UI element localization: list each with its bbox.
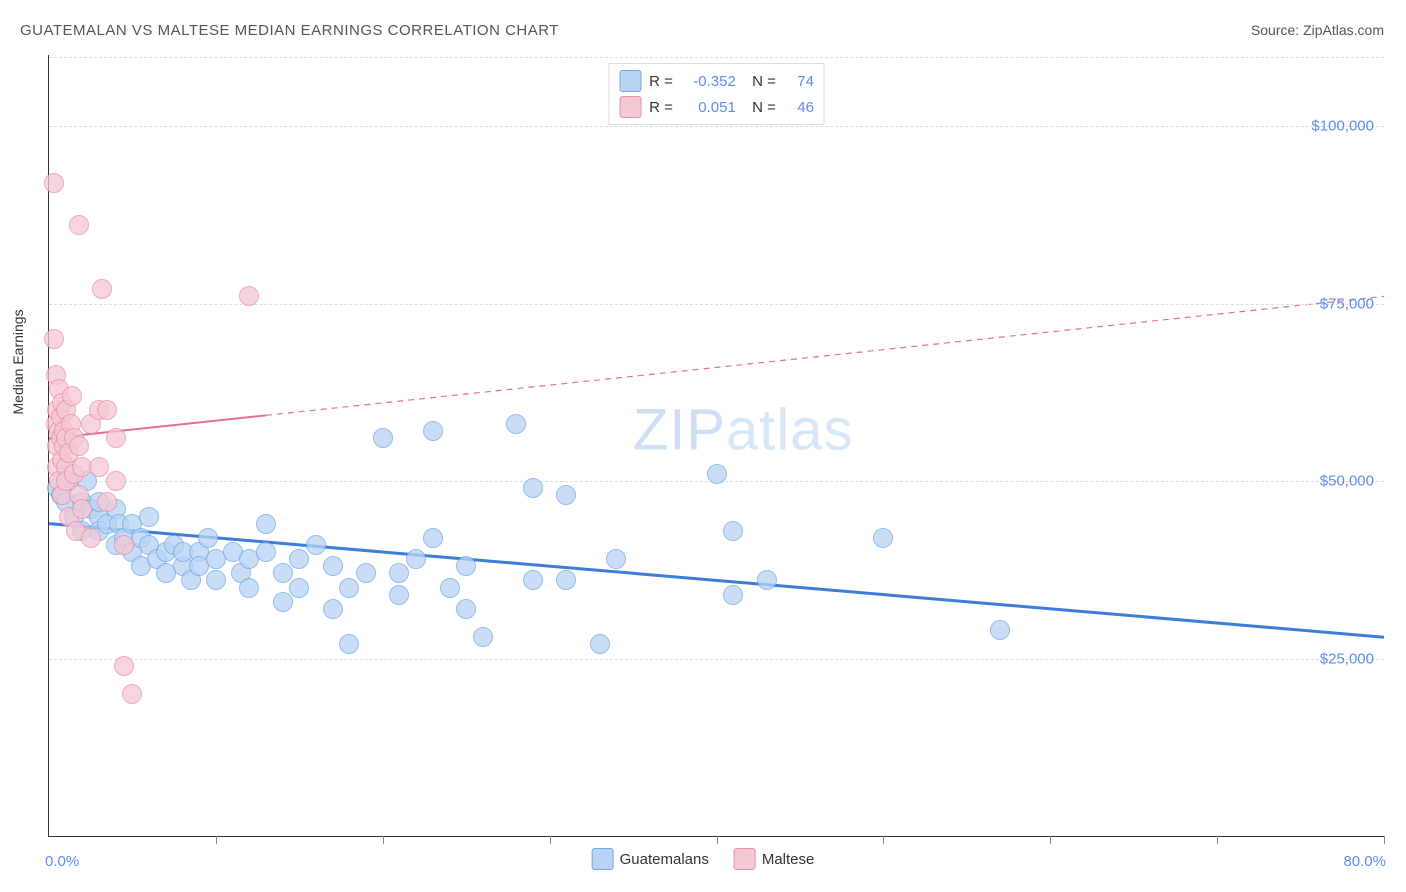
scatter-point xyxy=(114,656,134,676)
scatter-point xyxy=(590,634,610,654)
bottom-legend: Guatemalans Maltese xyxy=(592,848,815,870)
stats-row: R = 0.051 N = 46 xyxy=(619,94,814,120)
x-tick xyxy=(550,836,551,844)
y-tick-label: $25,000 xyxy=(1320,650,1374,667)
plot-area: ZIPatlas R = -0.352 N = 74 R = 0.051 N = 46 $… xyxy=(48,55,1384,837)
stat-label: R = xyxy=(649,99,673,116)
scatter-point xyxy=(873,528,893,548)
gridline xyxy=(49,659,1384,660)
watermark: ZIPatlas xyxy=(633,396,854,463)
scatter-point xyxy=(239,578,259,598)
legend-swatch xyxy=(619,70,641,92)
legend-swatch xyxy=(734,848,756,870)
x-tick xyxy=(1050,836,1051,844)
stat-value: 74 xyxy=(784,73,814,90)
stat-label: R = xyxy=(649,73,673,90)
scatter-point xyxy=(97,492,117,512)
scatter-point xyxy=(139,507,159,527)
source-label: Source: ZipAtlas.com xyxy=(1251,22,1384,38)
legend-item: Guatemalans xyxy=(592,848,709,870)
x-axis-max-label: 80.0% xyxy=(1343,853,1386,870)
scatter-point xyxy=(106,471,126,491)
scatter-point xyxy=(289,578,309,598)
scatter-point xyxy=(723,585,743,605)
scatter-point xyxy=(69,436,89,456)
legend-swatch xyxy=(592,848,614,870)
trend-lines xyxy=(49,55,1384,836)
scatter-point xyxy=(106,428,126,448)
scatter-point xyxy=(423,421,443,441)
legend-label: Maltese xyxy=(762,851,815,868)
x-tick xyxy=(883,836,884,844)
stat-value: 0.051 xyxy=(681,99,736,116)
stat-label: N = xyxy=(744,99,776,116)
scatter-point xyxy=(389,585,409,605)
scatter-point xyxy=(473,627,493,647)
scatter-point xyxy=(69,215,89,235)
scatter-point xyxy=(356,563,376,583)
x-axis-min-label: 0.0% xyxy=(45,853,79,870)
scatter-point xyxy=(206,570,226,590)
x-tick xyxy=(1384,836,1385,844)
scatter-point xyxy=(239,286,259,306)
scatter-point xyxy=(62,386,82,406)
stat-value: -0.352 xyxy=(681,73,736,90)
scatter-point xyxy=(556,570,576,590)
scatter-point xyxy=(122,684,142,704)
scatter-point xyxy=(440,578,460,598)
legend-swatch xyxy=(619,96,641,118)
gridline xyxy=(49,126,1384,127)
scatter-point xyxy=(256,514,276,534)
scatter-point xyxy=(506,414,526,434)
x-tick xyxy=(383,836,384,844)
scatter-point xyxy=(339,578,359,598)
scatter-point xyxy=(556,485,576,505)
scatter-point xyxy=(406,549,426,569)
scatter-point xyxy=(707,464,727,484)
scatter-point xyxy=(273,592,293,612)
x-tick xyxy=(216,836,217,844)
scatter-point xyxy=(523,478,543,498)
scatter-point xyxy=(523,570,543,590)
y-tick-label: $100,000 xyxy=(1311,118,1374,135)
scatter-point xyxy=(606,549,626,569)
scatter-point xyxy=(44,329,64,349)
stats-row: R = -0.352 N = 74 xyxy=(619,68,814,94)
legend-item: Maltese xyxy=(734,848,815,870)
chart-title: GUATEMALAN VS MALTESE MEDIAN EARNINGS CO… xyxy=(20,22,559,39)
stats-legend: R = -0.352 N = 74 R = 0.051 N = 46 xyxy=(608,63,825,125)
scatter-point xyxy=(97,400,117,420)
y-tick-label: $50,000 xyxy=(1320,473,1374,490)
scatter-point xyxy=(198,528,218,548)
scatter-point xyxy=(723,521,743,541)
scatter-point xyxy=(757,570,777,590)
scatter-point xyxy=(306,535,326,555)
x-tick xyxy=(1217,836,1218,844)
scatter-point xyxy=(72,499,92,519)
legend-label: Guatemalans xyxy=(620,851,709,868)
scatter-point xyxy=(990,620,1010,640)
scatter-point xyxy=(273,563,293,583)
scatter-point xyxy=(81,528,101,548)
scatter-point xyxy=(423,528,443,548)
scatter-point xyxy=(114,535,134,555)
stat-value: 46 xyxy=(784,99,814,116)
y-axis-title: Median Earnings xyxy=(10,309,26,414)
scatter-point xyxy=(456,599,476,619)
scatter-point xyxy=(323,556,343,576)
gridline xyxy=(49,57,1384,58)
scatter-point xyxy=(256,542,276,562)
scatter-point xyxy=(339,634,359,654)
scatter-point xyxy=(44,173,64,193)
scatter-point xyxy=(373,428,393,448)
y-tick-label: $75,000 xyxy=(1320,295,1374,312)
scatter-point xyxy=(323,599,343,619)
scatter-point xyxy=(456,556,476,576)
scatter-point xyxy=(89,457,109,477)
scatter-point xyxy=(92,279,112,299)
scatter-point xyxy=(389,563,409,583)
x-tick xyxy=(717,836,718,844)
scatter-point xyxy=(289,549,309,569)
stat-label: N = xyxy=(744,73,776,90)
